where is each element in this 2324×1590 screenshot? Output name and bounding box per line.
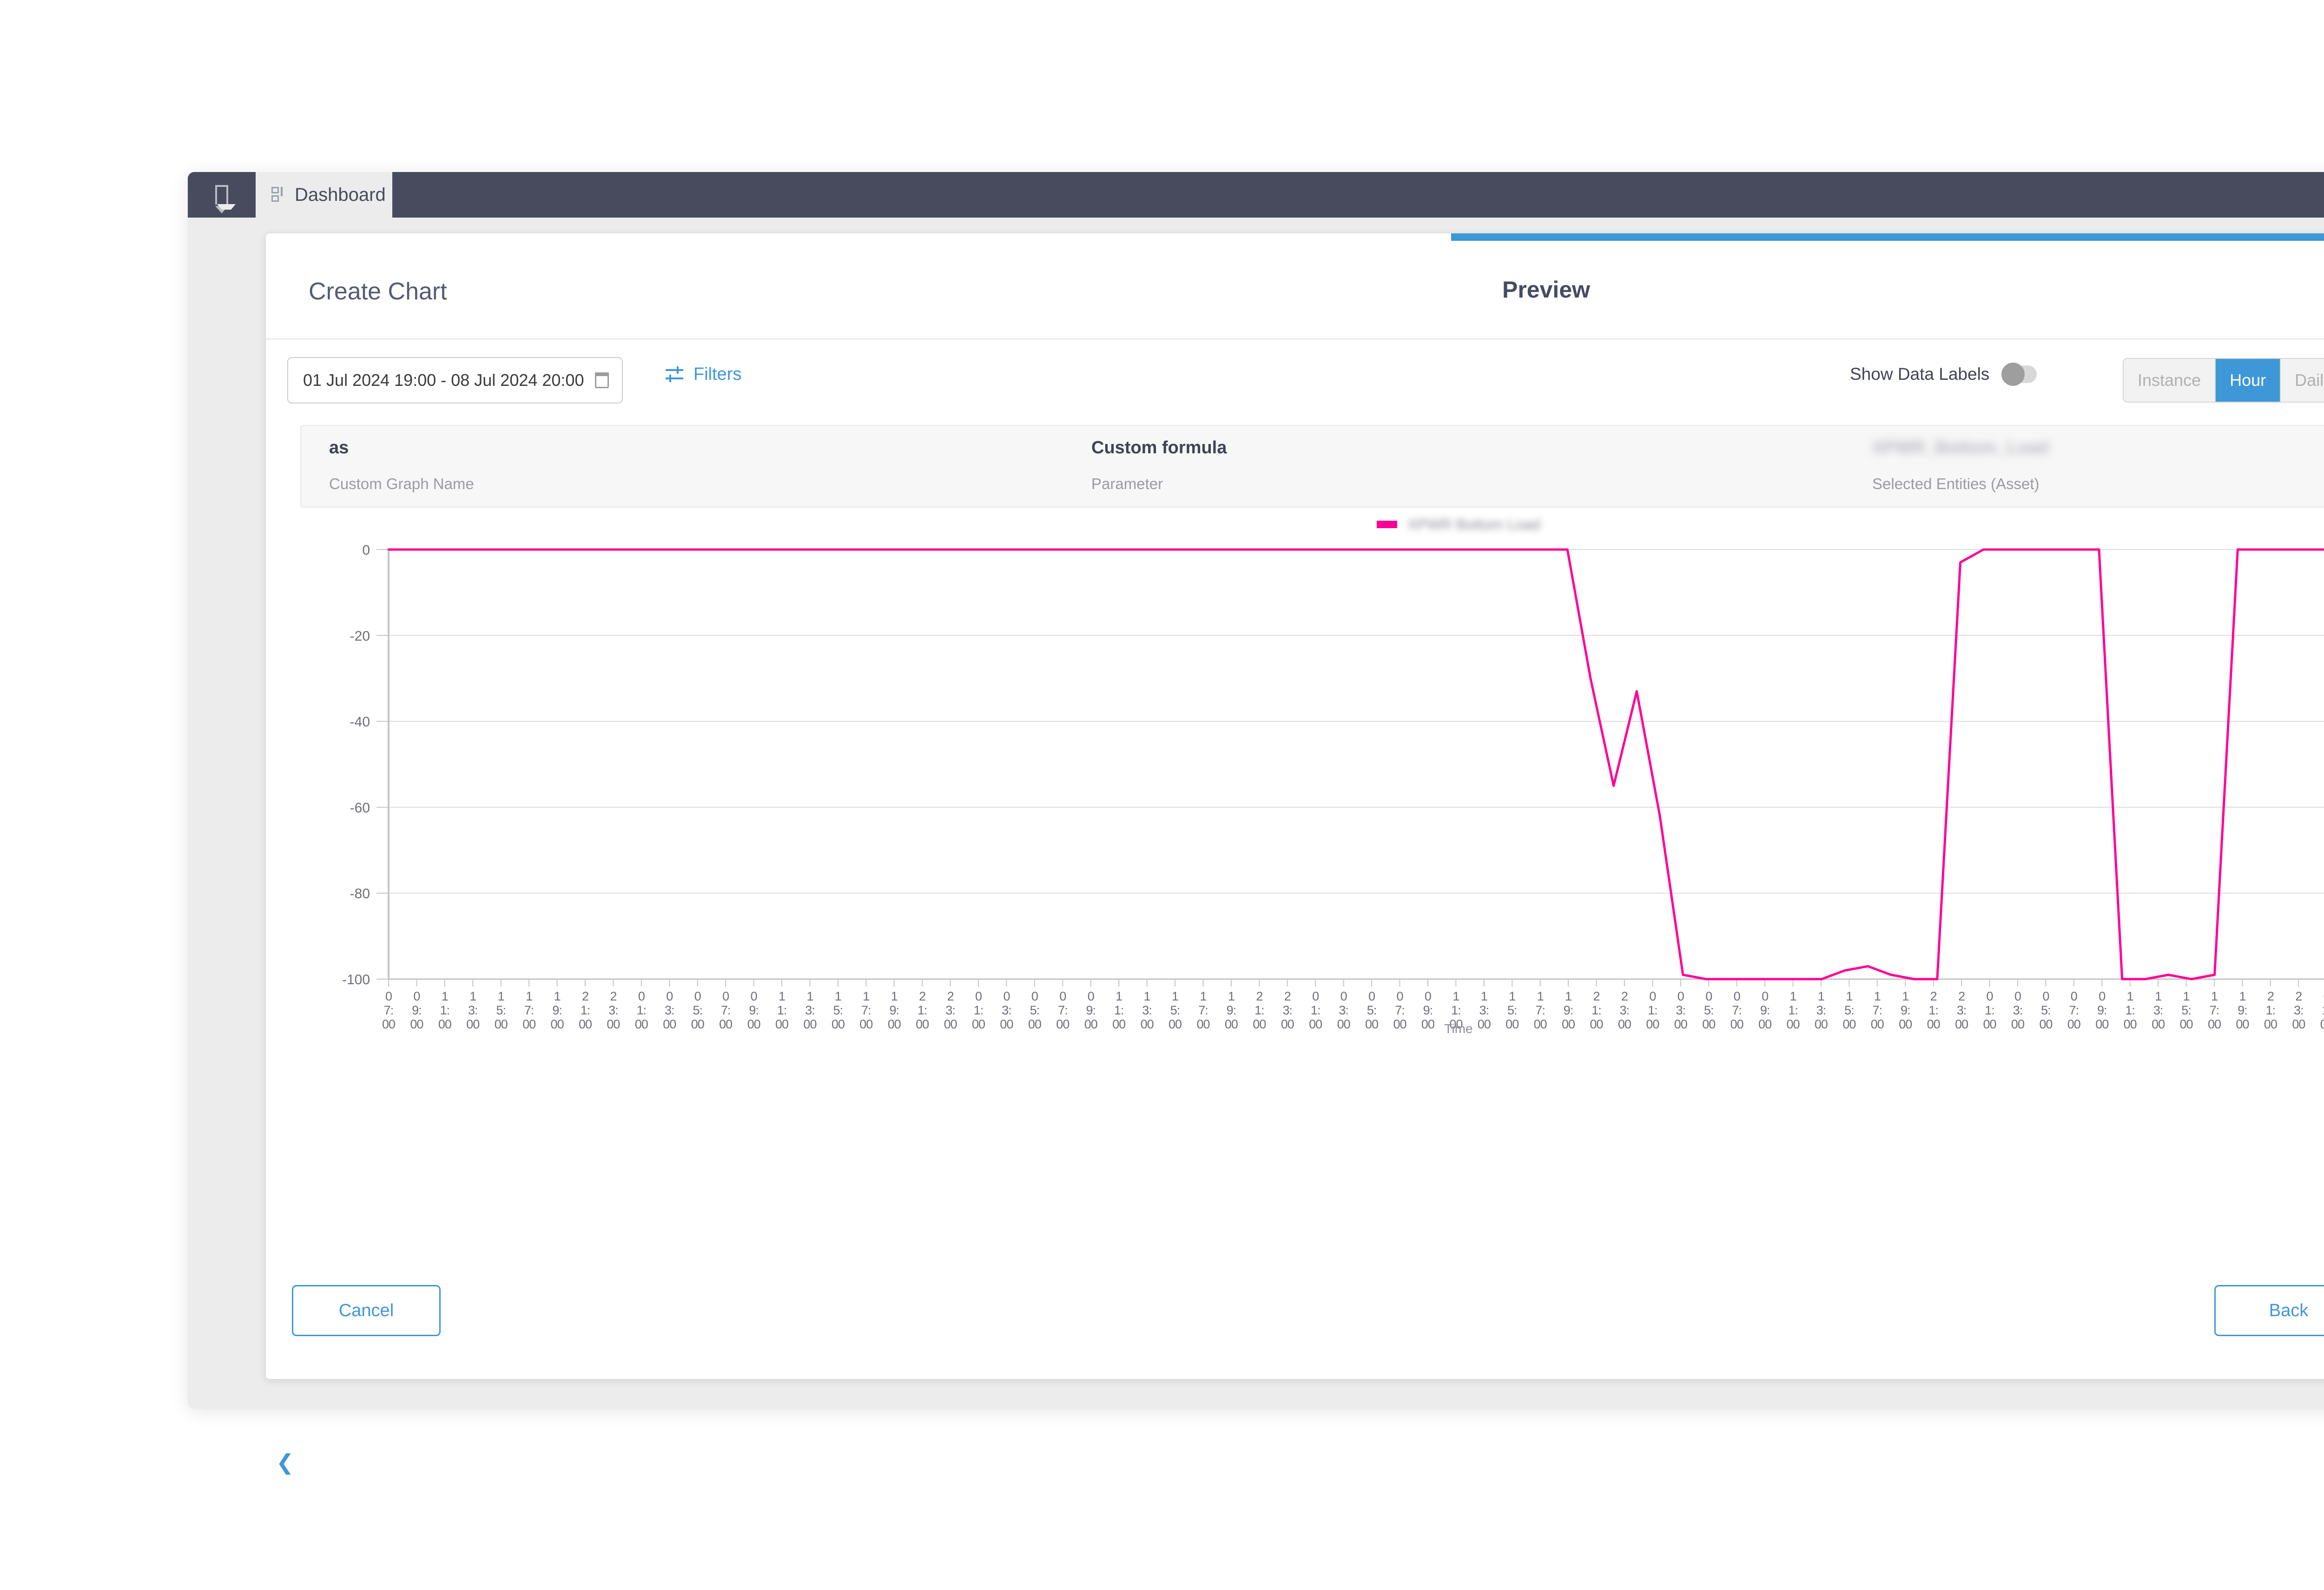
chevron-left-icon[interactable]: ❮	[276, 1450, 294, 1474]
chart-toolbar: 01 Jul 2024 19:00 - 08 Jul 2024 20:00 Fi…	[266, 340, 2324, 420]
summary-column-graph-name: as Custom Graph Name	[329, 438, 474, 493]
bookmark-icon	[215, 185, 236, 213]
granularity-instance[interactable]: Instance	[2124, 359, 2216, 402]
svg-text:0: 0	[362, 543, 370, 558]
chart-preview: XPWR Bottom Load 0 -20 -40 -60 -80 -100 0 7: 00…	[300, 512, 2324, 1047]
summary-label: Selected Entities (Asset)	[1872, 475, 2040, 492]
summary-value: as	[329, 438, 349, 457]
bookmarks-button[interactable]	[188, 172, 256, 218]
granularity-daily[interactable]: Daily	[2281, 359, 2324, 402]
svg-text:-60: -60	[350, 800, 370, 815]
chart-plot: 0 -20 -40 -60 -80 -100 0 7: 00 0 9: 00 1 1: 00 1 3: 00 1 5…	[300, 539, 2324, 1031]
legend-label: XPWR Bottom Load	[1407, 516, 1541, 533]
top-bar-background	[392, 172, 2324, 218]
show-data-labels-label: Show Data Labels	[1850, 364, 1990, 384]
svg-text:-100: -100	[342, 972, 370, 987]
summary-column-parameter: Custom formula Parameter	[1091, 438, 1227, 493]
top-navigation-bar: Dashboard Save	[188, 172, 2324, 218]
date-range-value: 01 Jul 2024 19:00 - 08 Jul 2024 20:00	[303, 371, 584, 390]
line-chart-svg: 0 -20 -40 -60 -80 -100	[342, 543, 2324, 987]
tab-preview[interactable]: Preview	[1451, 233, 2324, 338]
filters-label: Filters	[693, 364, 742, 384]
back-button[interactable]: Back	[2214, 1285, 2324, 1336]
card-header: Create Chart Preview	[266, 233, 2324, 339]
filters-button[interactable]: Filters	[666, 364, 741, 384]
app-window: Dashboard Save Create Chart Preview	[188, 172, 2324, 1473]
chart-config-summary: as Custom Graph Name Custom formula Para…	[300, 425, 2324, 508]
x-axis-title: Time	[1444, 1021, 1473, 1036]
summary-label: Custom Graph Name	[329, 475, 474, 492]
summary-value: Custom formula	[1091, 438, 1227, 457]
legend-swatch	[1376, 521, 1397, 528]
tab-preview-indicator	[1451, 233, 2324, 241]
sliders-icon	[666, 366, 683, 383]
tab-preview-label: Preview	[1502, 277, 1591, 303]
summary-value: XPWR_Bottom_Load	[1872, 438, 2049, 457]
page-title: Create Chart	[309, 278, 447, 305]
show-data-labels-toggle[interactable]	[2001, 363, 2037, 386]
toggle-knob	[2001, 363, 2025, 386]
chart-legend: XPWR Bottom Load	[300, 512, 2324, 537]
summary-column-entities: XPWR_Bottom_Load Selected Entities (Asse…	[1872, 438, 2049, 493]
cancel-button[interactable]: Cancel	[292, 1285, 441, 1336]
svg-text:-80: -80	[350, 886, 370, 901]
svg-text:-20: -20	[350, 629, 370, 644]
grid-icon	[271, 187, 286, 203]
show-data-labels-control: Show Data Labels	[1850, 363, 2037, 386]
calendar-icon	[595, 372, 609, 388]
tab-dashboard[interactable]: Dashboard	[256, 172, 404, 218]
summary-label: Parameter	[1091, 475, 1163, 492]
svg-text:-40: -40	[350, 715, 370, 730]
tab-dashboard-label: Dashboard	[295, 184, 386, 205]
card-footer: Cancel Back Save	[266, 1239, 2324, 1379]
create-chart-card: Create Chart Preview 01 Jul 2024 19:00 -…	[266, 233, 2324, 1473]
granularity-hour[interactable]: Hour	[2216, 359, 2281, 402]
date-range-picker[interactable]: 01 Jul 2024 19:00 - 08 Jul 2024 20:00	[287, 357, 623, 404]
granularity-button-group: InstanceHourDailyWeeklyMonthlyYearly	[2123, 358, 2324, 403]
